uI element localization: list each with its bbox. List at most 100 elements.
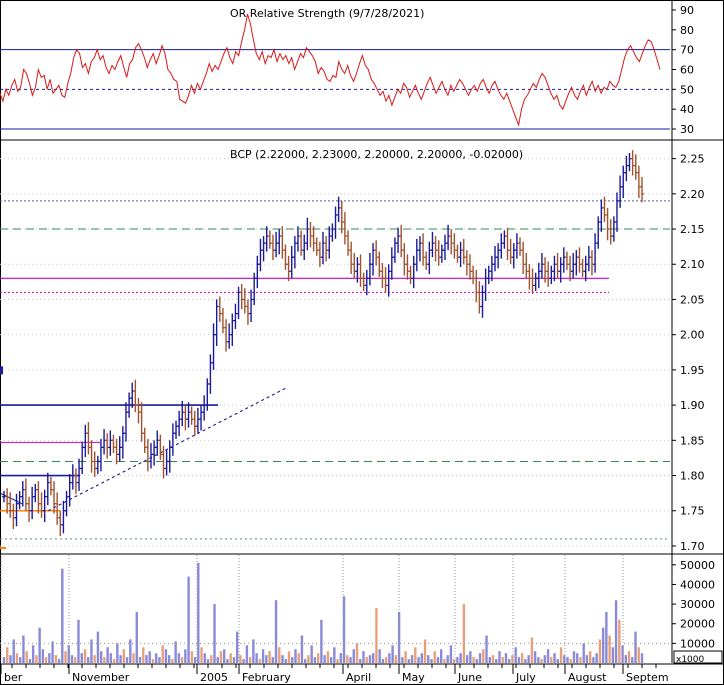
price-bar [224, 319, 229, 352]
price-bar [383, 267, 388, 293]
price-bar [73, 468, 78, 494]
price-bar [389, 247, 394, 280]
price-bar [574, 250, 579, 276]
price-bar [86, 422, 91, 455]
price-bar [564, 251, 569, 270]
price-bar [211, 323, 216, 370]
price-bar [339, 200, 344, 234]
price-bar [452, 233, 457, 259]
price-bar [199, 405, 204, 431]
price-bar [352, 252, 357, 279]
price-bar [502, 230, 507, 249]
price-bar [145, 438, 150, 472]
price-bar [80, 441, 85, 475]
price-bar [361, 272, 366, 292]
price-bar [177, 410, 182, 437]
price-tick-label: 2.00 [680, 329, 705, 342]
price-bar [45, 472, 50, 506]
price-bar [92, 451, 97, 477]
price-bar [386, 264, 391, 297]
volume-tick-label: 40000 [680, 578, 715, 591]
rsi-tick-label: 50 [680, 83, 694, 96]
price-bar [302, 234, 307, 261]
price-bar [167, 440, 172, 473]
volume-tick-label: 50000 [680, 559, 715, 572]
price-bar [608, 219, 613, 245]
price-bar [158, 434, 163, 461]
price-bar [105, 433, 110, 459]
price-bar [111, 434, 116, 453]
rsi-tick-label: 70 [680, 44, 694, 57]
price-bar [474, 269, 479, 303]
price-bar [514, 233, 519, 259]
volume-tick-label: 30000 [680, 598, 715, 611]
price-bar [133, 379, 138, 413]
price-bar [311, 226, 316, 252]
price-bar [292, 236, 297, 269]
price-bar [627, 152, 632, 172]
price-bar [317, 241, 322, 268]
price-bar [449, 229, 454, 255]
price-bar [333, 206, 338, 239]
price-bar [499, 233, 504, 259]
price-bar [367, 252, 372, 286]
price-bar [108, 430, 113, 456]
price-bar [277, 229, 282, 255]
price-bar [555, 252, 560, 279]
price-bar [20, 481, 25, 507]
price-bar [483, 268, 488, 301]
price-bar [289, 245, 294, 279]
price-bar [314, 237, 319, 256]
price-bar [424, 251, 429, 270]
price-bar [364, 269, 369, 296]
price-bar [461, 238, 466, 265]
x-tick-label: April [346, 671, 371, 684]
price-tick-label: 2.15 [680, 223, 705, 236]
price-bar [217, 296, 222, 322]
price-bar [546, 261, 551, 287]
price-bar [136, 398, 141, 424]
price-bar [408, 265, 413, 284]
price-bar [242, 288, 247, 314]
price-bar [39, 492, 44, 518]
price-bar [430, 231, 435, 258]
price-bar [52, 481, 57, 514]
price-bar [524, 252, 529, 279]
price-tick-label: 2.05 [680, 293, 705, 306]
price-bar [467, 254, 472, 280]
price-bar [342, 212, 347, 245]
price-bar [489, 255, 494, 282]
price-tick-label: 1.75 [680, 505, 705, 518]
price-tick-label: 1.70 [680, 540, 705, 553]
price-bar [252, 272, 257, 306]
x-tick-label: June [457, 671, 482, 684]
price-bar [583, 255, 588, 282]
price-bar [70, 464, 75, 490]
price-bar [586, 245, 591, 272]
price-tick-label: 2.20 [680, 188, 705, 201]
price-bar [208, 354, 213, 394]
price-bar [139, 402, 144, 442]
x-tick-label: Septem [626, 671, 669, 684]
price-bar [527, 264, 532, 290]
price-bar [274, 231, 279, 258]
price-bar [561, 247, 566, 273]
price-bar [427, 241, 432, 275]
price-bar [371, 243, 376, 276]
price-bar [411, 255, 416, 289]
price-bar [58, 510, 63, 537]
price-bar [95, 455, 100, 475]
price-tick-label: 1.95 [680, 364, 705, 377]
volume-tick-label: 20000 [680, 618, 715, 631]
price-bar [155, 430, 160, 456]
rsi-tick-label: 80 [680, 24, 694, 37]
price-bar [633, 154, 638, 180]
price-bar [593, 233, 598, 273]
price-bar [230, 313, 235, 346]
price-bar [505, 227, 510, 261]
price-bar [5, 488, 10, 514]
price-bar [614, 192, 619, 232]
price-tick-label: 1.90 [680, 399, 705, 412]
price-bar [417, 236, 422, 262]
